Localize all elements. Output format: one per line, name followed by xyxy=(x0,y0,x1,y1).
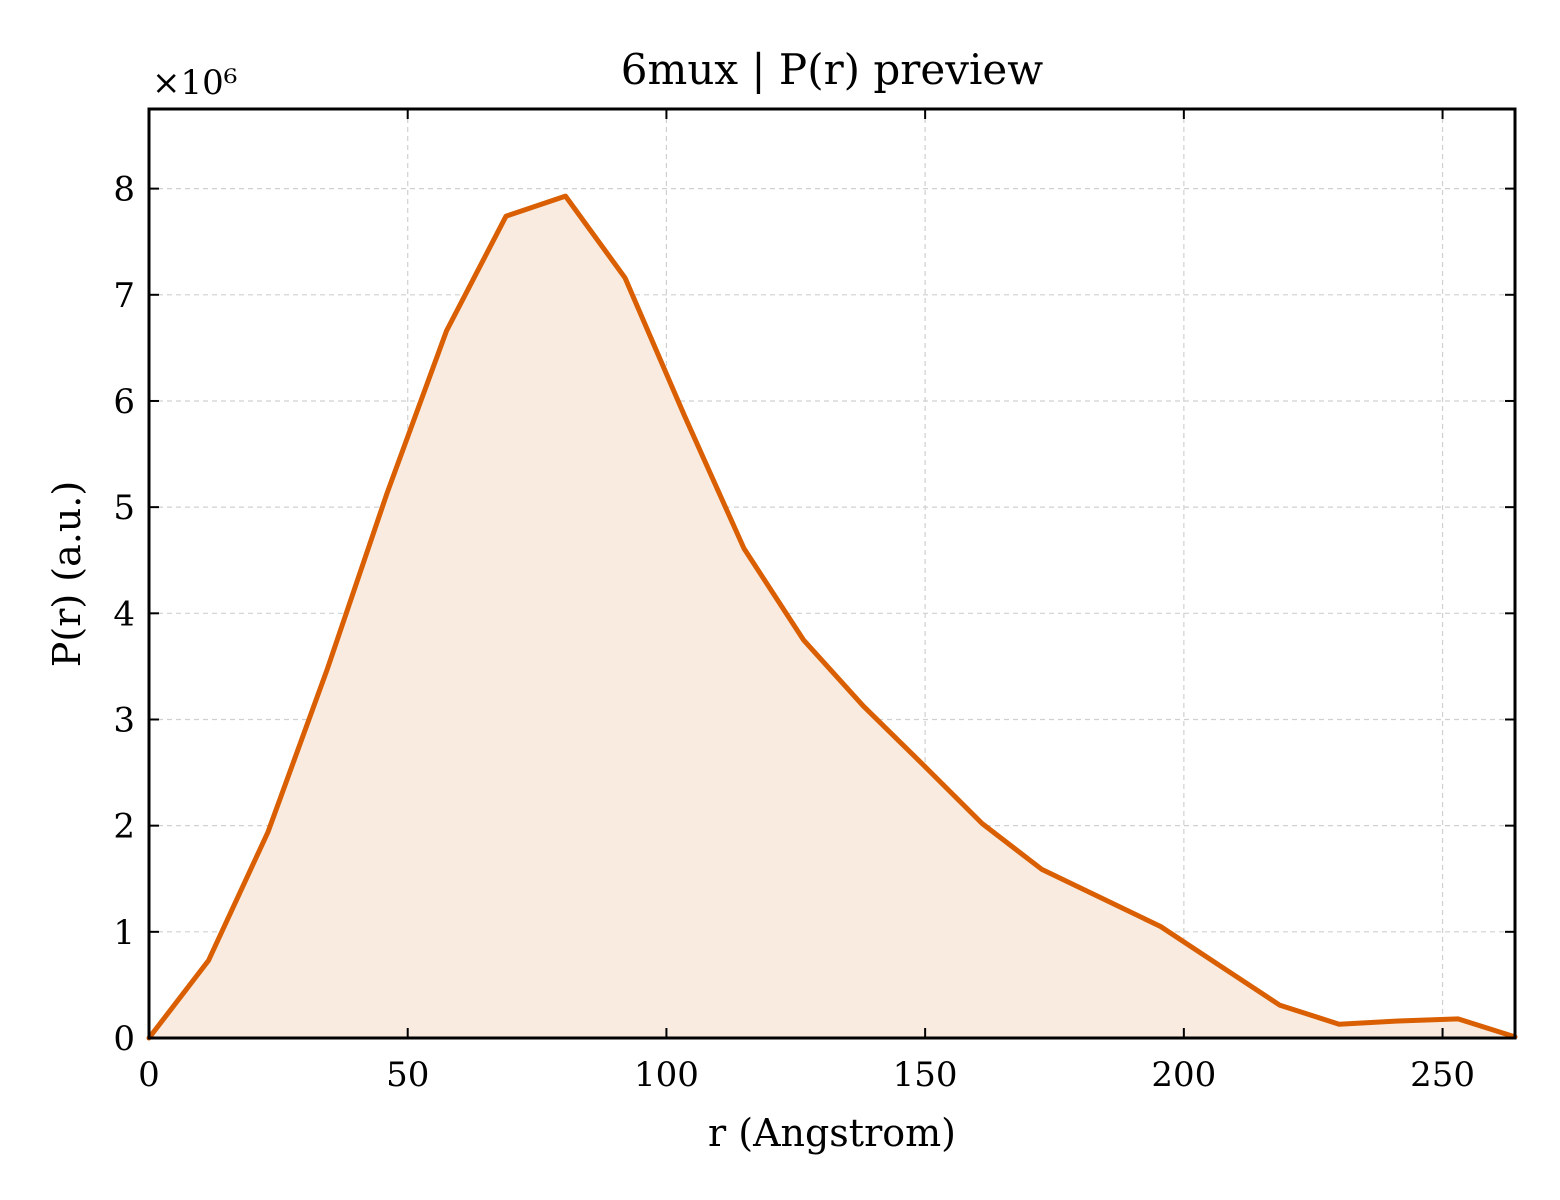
x-tick-label: 100 xyxy=(634,1055,699,1095)
x-tick-label: 200 xyxy=(1151,1055,1216,1095)
x-tick-label: 150 xyxy=(893,1055,958,1095)
y-tick-label: 0 xyxy=(113,1019,135,1059)
y-tick-label: 2 xyxy=(113,807,135,847)
y-tick-label: 7 xyxy=(113,276,135,316)
area-fill xyxy=(149,196,1515,1039)
x-tick-label: 0 xyxy=(138,1055,160,1095)
x-tick-label: 50 xyxy=(386,1055,429,1095)
y-tick-label: 1 xyxy=(113,913,135,953)
y-axis-label: P(r) (a.u.) xyxy=(45,481,89,667)
y-tick-label: 5 xyxy=(113,488,135,528)
y-scale-label: ×10⁶ xyxy=(152,63,237,103)
chart-title: 6mux | P(r) preview xyxy=(621,45,1043,94)
y-tick-label: 3 xyxy=(113,700,135,740)
y-tick-label: 4 xyxy=(113,594,135,634)
x-axis-label: r (Angstrom) xyxy=(708,1111,956,1155)
y-tick-label: 8 xyxy=(113,170,135,210)
series-line xyxy=(146,193,1518,1041)
y-tick-label: 6 xyxy=(113,382,135,422)
plot-frame xyxy=(147,107,1517,1040)
ticks: 0 50 100 150 200 250 0 1 2 3 4 5 6 7 8 xyxy=(113,109,1515,1095)
x-tick-label: 250 xyxy=(1410,1055,1475,1095)
